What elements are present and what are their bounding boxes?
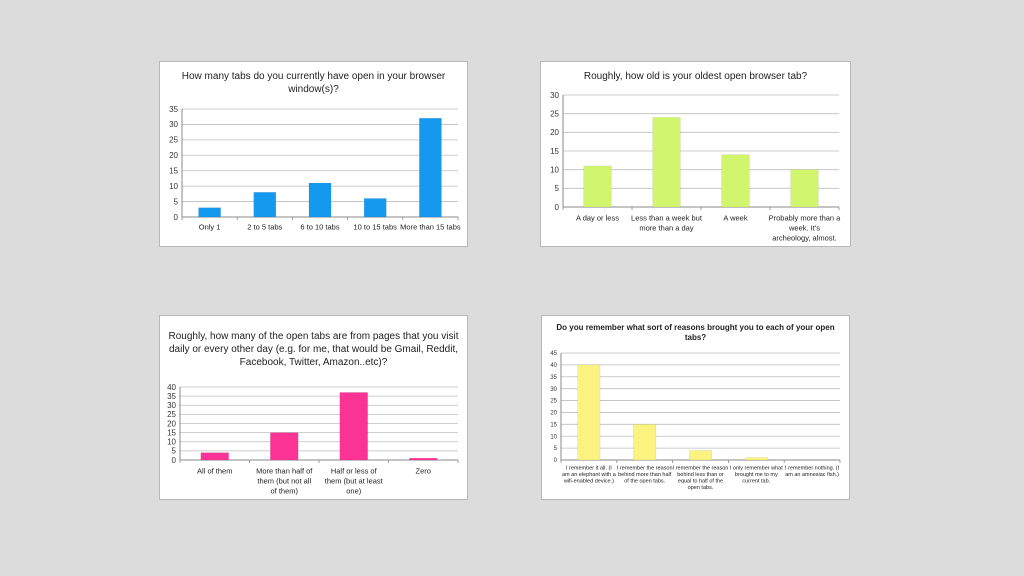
x-tick-label: I only remember what brought me to my curr… [730, 465, 783, 484]
bar [652, 117, 681, 208]
x-tick-label: More than 15 tabs [400, 223, 461, 232]
chart-title: Roughly, how many of the open tabs are f… [168, 331, 459, 368]
y-tick-label: 15 [169, 167, 178, 176]
bar [790, 169, 819, 208]
bar [200, 452, 229, 461]
bar-chart-open-tabs: 0 5 10 15 20 25 30 35 Only 1 2 to 5 tabs 6 to 10 t… [169, 105, 461, 232]
chart-title: How many tabs do you currently have open… [181, 71, 446, 95]
x-tick-label: Zero [416, 467, 431, 476]
y-tick-label: 5 [554, 446, 558, 452]
x-tick-label: 6 to 10 tabs [300, 223, 339, 232]
x-tick-label: Probably more than a week. It's archeology… [769, 214, 842, 243]
x-tick-label: Half or less of them (but at least one) [325, 467, 384, 496]
y-tick-label: 10 [169, 182, 178, 191]
bar [308, 182, 332, 218]
bar [577, 364, 601, 461]
chart-card-oldest-tab: Roughly, how old is your oldest open bro… [540, 61, 851, 247]
y-tick-label: 25 [167, 410, 176, 419]
x-tick-label: 2 to 5 tabs [247, 223, 282, 232]
bar [721, 154, 750, 208]
y-tick-label: 45 [550, 351, 557, 357]
y-tick-label: 40 [550, 363, 557, 369]
bar [409, 457, 438, 461]
bar-chart-oldest-tab: 0 5 10 15 20 25 30 A day or less Less than a wee… [550, 91, 842, 243]
y-tick-label: 35 [550, 375, 557, 381]
x-tick-label: I remember the reason behind less than or… [673, 465, 729, 491]
y-tick-label: 0 [174, 213, 179, 222]
y-tick-label: 10 [550, 165, 559, 174]
y-tick-label: 20 [550, 128, 559, 137]
y-tick-label: 10 [550, 434, 557, 440]
bar [253, 192, 277, 218]
y-tick-label: 25 [169, 136, 178, 145]
y-tick-label: 30 [550, 387, 557, 393]
x-tick-label: Less than a week but more than a day [631, 214, 703, 233]
bar [339, 392, 368, 461]
x-tick-label: All of them [197, 467, 232, 476]
x-tick-label: I remember it all. (I am an elephant with… [562, 465, 617, 484]
y-tick-label: 30 [167, 401, 176, 410]
x-tick-label: I remember nothing. (I am an amnesiac fis… [785, 465, 840, 478]
y-tick-label: 20 [167, 419, 176, 428]
chart-title: Roughly, how old is your oldest open bro… [583, 71, 808, 82]
y-tick-label: 35 [167, 392, 176, 401]
y-tick-label: 35 [169, 105, 178, 114]
y-tick-label: 25 [550, 109, 559, 118]
y-tick-label: 15 [550, 147, 559, 156]
chart-card-daily-pages: Roughly, how many of the open tabs are f… [159, 315, 468, 500]
bar [744, 457, 768, 461]
bar [633, 424, 657, 461]
x-tick-label: Only 1 [199, 223, 221, 232]
y-tick-label: 15 [167, 428, 176, 437]
y-tick-label: 5 [555, 184, 560, 193]
y-tick-label: 0 [172, 456, 177, 465]
bar [198, 207, 221, 218]
x-tick-label: A day or less [576, 214, 619, 223]
y-tick-label: 30 [550, 91, 559, 100]
chart-card-open-tabs: How many tabs do you currently have open… [159, 61, 468, 247]
x-tick-label: I remember the reason behind more than ha… [617, 465, 673, 484]
y-tick-label: 10 [167, 438, 176, 447]
bar [689, 450, 712, 461]
y-tick-label: 25 [550, 399, 557, 405]
bar [583, 165, 612, 208]
y-tick-label: 30 [169, 120, 178, 129]
bar [363, 198, 387, 218]
bar [270, 432, 299, 461]
y-tick-label: 40 [167, 383, 176, 392]
x-tick-label: More than half of them (but not all of the… [256, 467, 313, 496]
y-tick-label: 0 [555, 203, 560, 212]
y-tick-label: 20 [169, 151, 178, 160]
x-tick-label: 10 to 15 tabs [354, 223, 398, 232]
y-tick-label: 15 [550, 422, 557, 428]
chart-card-remember-reasons: Do you remember what sort of reasons bro… [541, 315, 850, 500]
y-tick-label: 0 [554, 458, 558, 464]
x-tick-label: A week [723, 214, 747, 223]
y-tick-label: 20 [550, 411, 557, 417]
y-tick-label: 5 [172, 447, 177, 456]
chart-title: Do you remember what sort of reasons bro… [556, 323, 835, 342]
y-tick-label: 5 [174, 197, 179, 206]
bar-chart-remember-reasons: 0 5 10 15 20 25 30 35 40 45 I remember it all. (I a… [550, 351, 841, 491]
bar [419, 118, 442, 218]
